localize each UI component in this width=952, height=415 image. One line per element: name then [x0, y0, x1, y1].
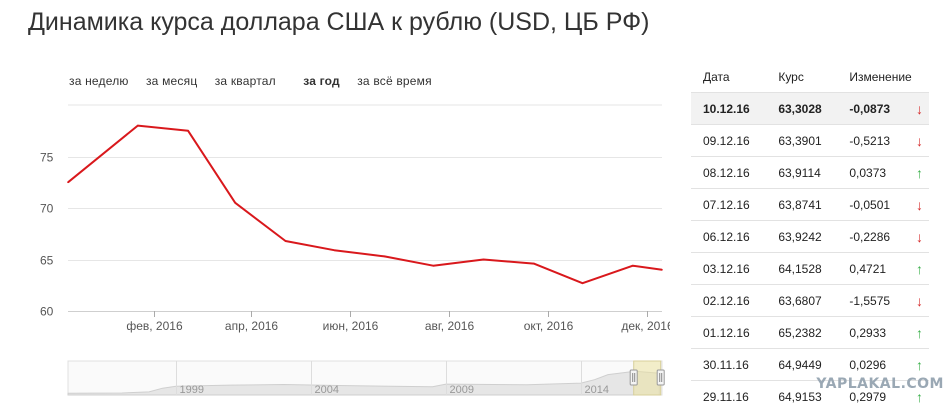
- table-row: 30.11.16 64,9449 0,0296 ↑: [691, 348, 929, 381]
- navigator-tick-label: 1999: [180, 384, 204, 396]
- cell-rate: 64,9153: [766, 380, 838, 412]
- cell-date: 03.12.16: [691, 252, 767, 285]
- data-point: [533, 262, 535, 265]
- cell-change: -0,0501: [837, 188, 905, 221]
- cell-change: 0,2979: [837, 380, 905, 412]
- cell-rate: 63,9242: [766, 220, 838, 253]
- y-tick-label: 60: [40, 305, 54, 319]
- period-month[interactable]: за месяц: [145, 74, 198, 88]
- rate-line: [67, 124, 663, 285]
- data-point: [284, 240, 287, 242]
- cell-date: 06.12.16: [691, 220, 767, 253]
- rates-table-body: 10.12.16 63,3028 -0,0873 ↓ 09.12.16 63,3901 -0…: [691, 92, 929, 412]
- navigator-handle-right[interactable]: [656, 369, 665, 386]
- range-navigator[interactable]: 1999 2004 2009 2014: [0, 355, 670, 403]
- data-point: [661, 269, 663, 271]
- navigator-tick-label: 2014: [585, 384, 609, 396]
- x-tick-label: дек, 2016: [621, 319, 670, 333]
- cell-date: 29.11.16: [691, 380, 767, 412]
- arrow-down-icon: ↓: [905, 284, 929, 317]
- data-point: [581, 282, 584, 284]
- cell-change: -0,2286: [837, 220, 905, 253]
- navigator-selection: [633, 360, 662, 396]
- arrow-up-icon: ↑: [905, 316, 929, 349]
- table-row: 07.12.16 63,8741 -0,0501 ↓: [691, 188, 929, 221]
- x-tick-label: июн, 2016: [323, 319, 379, 333]
- table-row: 03.12.16 64,1528 0,4721 ↑: [691, 252, 929, 285]
- cell-change: -1,5575: [837, 284, 905, 317]
- watermark: YAPLAKAL.COM: [816, 376, 944, 392]
- table-row: 08.12.16 63,9114 0,0373 ↑: [691, 156, 929, 189]
- cell-change: -0,0873: [837, 92, 905, 125]
- cell-rate: 63,3901: [766, 124, 838, 157]
- cell-rate: 64,9449: [766, 348, 838, 381]
- x-tick-label: авг, 2016: [425, 319, 475, 333]
- cell-change: 0,0373: [837, 156, 905, 189]
- arrow-down-icon: ↓: [905, 92, 929, 125]
- x-tick-label: апр, 2016: [225, 319, 279, 333]
- x-tick-label: фев, 2016: [126, 319, 183, 333]
- table-header-row: Дата Курс Изменение: [691, 62, 929, 93]
- data-point: [482, 258, 485, 261]
- cell-change: -0,5213: [837, 124, 905, 157]
- cell-date: 01.12.16: [691, 316, 767, 349]
- data-point: [383, 255, 386, 258]
- table-row: 10.12.16 63,3028 -0,0873 ↓: [691, 92, 929, 125]
- period-all-time[interactable]: за всё время: [357, 74, 432, 88]
- data-point: [333, 249, 336, 251]
- arrow-up-icon: ↑: [905, 348, 929, 381]
- navigator-tick-label: 2004: [315, 384, 339, 396]
- table-row: 06.12.16 63,9242 -0,2286 ↓: [691, 220, 929, 253]
- arrow-down-icon: ↓: [905, 220, 929, 253]
- y-tick-label: 75: [40, 151, 54, 165]
- rates-table: Дата Курс Изменение 10.12.16 63,3028 -0,08…: [691, 62, 929, 412]
- cell-rate: 64,1528: [766, 252, 838, 285]
- cell-rate: 63,8741: [766, 188, 838, 221]
- period-week[interactable]: за неделю: [69, 74, 129, 88]
- cell-rate: 63,3028: [766, 92, 838, 125]
- period-selector: за неделю за месяц за квартал за год за …: [69, 74, 446, 88]
- cell-change: 0,4721: [837, 252, 905, 285]
- arrow-up-icon: ↑: [905, 156, 929, 189]
- navigator-tick-label: 2009: [450, 384, 474, 396]
- data-point: [632, 264, 634, 267]
- arrow-up-icon: ↑: [905, 252, 929, 285]
- column-header-rate: Курс: [778, 70, 804, 84]
- cell-rate: 63,6807: [766, 284, 838, 317]
- y-tick-label: 70: [40, 202, 54, 216]
- data-point: [234, 202, 236, 204]
- arrow-down-icon: ↓: [905, 188, 929, 221]
- table-row: 01.12.16 65,2382 0,2933 ↑: [691, 316, 929, 349]
- cell-change: 0,0296: [837, 348, 905, 381]
- cell-change: 0,2933: [837, 316, 905, 349]
- cell-date: 30.11.16: [691, 348, 767, 381]
- cell-date: 10.12.16: [691, 92, 767, 125]
- cell-rate: 65,2382: [766, 316, 838, 349]
- data-point: [137, 124, 139, 127]
- y-tick-label: 65: [40, 254, 54, 268]
- data-point: [432, 264, 435, 267]
- column-header-change: Изменение: [849, 70, 912, 84]
- table-row: 02.12.16 63,6807 -1,5575 ↓: [691, 284, 929, 317]
- cell-date: 07.12.16: [691, 188, 767, 221]
- cell-rate: 63,9114: [766, 156, 838, 189]
- period-quarter[interactable]: за квартал: [214, 74, 276, 88]
- table-row: 09.12.16 63,3901 -0,5213 ↓: [691, 124, 929, 157]
- cell-date: 09.12.16: [691, 124, 767, 157]
- table-row: 29.11.16 64,9153 0,2979 ↑: [691, 380, 929, 412]
- x-tick-label: окт, 2016: [524, 319, 574, 333]
- arrow-down-icon: ↓: [905, 124, 929, 157]
- navigator-handle-left[interactable]: [629, 369, 638, 386]
- cell-date: 08.12.16: [691, 156, 767, 189]
- period-year[interactable]: за год: [303, 74, 340, 88]
- data-point: [187, 130, 189, 132]
- column-header-date: Дата: [703, 70, 730, 84]
- arrow-up-icon: ↑: [905, 380, 929, 412]
- data-point: [67, 181, 69, 184]
- page-title: Динамика курса доллара США к рублю (USD,…: [28, 8, 650, 36]
- cell-date: 02.12.16: [691, 284, 767, 317]
- exchange-rate-chart: 60 65 70 75 фев, 2016 апр, 2016 июн, 2016 авг, …: [40, 104, 670, 333]
